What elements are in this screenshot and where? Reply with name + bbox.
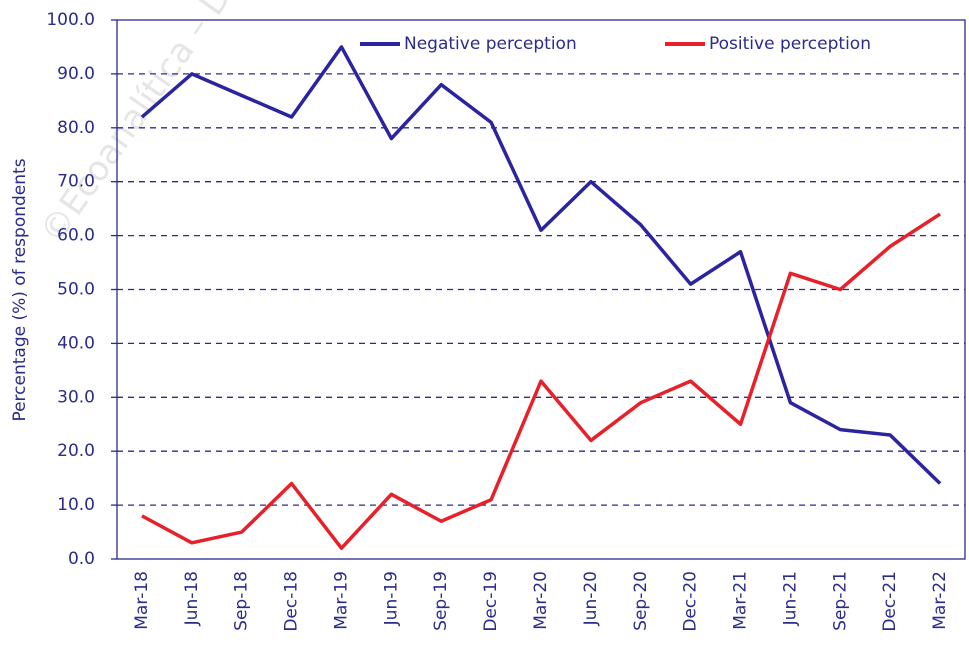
x-tick-label: Mar-18 (132, 571, 152, 630)
y-tick-label: 60.0 (57, 226, 95, 246)
x-tick-label: Jun-18 (182, 571, 202, 626)
x-tick-label: Sep-21 (830, 571, 850, 631)
x-tick-label: Mar-22 (930, 571, 950, 630)
y-tick-label: 100.0 (46, 10, 95, 30)
legend-label: Positive perception (709, 34, 871, 54)
y-tick-label: 70.0 (57, 172, 95, 192)
line-series (140, 45, 942, 485)
y-tick-label: 50.0 (57, 280, 95, 300)
x-tick-label: Sep-19 (431, 571, 451, 631)
x-tick-label: Sep-20 (631, 571, 651, 631)
x-tick-label: Dec-18 (282, 571, 302, 632)
x-tick-label: Dec-21 (880, 571, 900, 632)
x-tick-label: Mar-19 (331, 571, 351, 630)
x-tick-label: Mar-21 (731, 571, 751, 630)
y-tick-label: 0.0 (68, 549, 95, 569)
y-tick-label: 10.0 (57, 495, 95, 515)
x-tick-label: Mar-20 (531, 571, 551, 630)
y-axis-label: Percentage (%) of respondents (10, 158, 30, 421)
x-tick-label: Jun-19 (381, 571, 401, 626)
line-series (141, 212, 942, 550)
y-tick-label: 40.0 (57, 333, 95, 353)
x-tick-label: Sep-18 (232, 571, 252, 631)
y-tick-label: 80.0 (57, 118, 95, 138)
y-tick-label: 90.0 (57, 64, 95, 84)
y-tick-label: 20.0 (57, 441, 95, 461)
x-tick-label: Dec-20 (681, 571, 701, 632)
x-tick-label: Dec-19 (481, 571, 501, 632)
y-tick-label: 30.0 (57, 387, 95, 407)
plot-frame (116, 19, 966, 560)
legend-label: Negative perception (404, 34, 577, 54)
x-tick-label: Jun-21 (780, 571, 800, 626)
x-tick-label: Jun-20 (581, 571, 601, 626)
